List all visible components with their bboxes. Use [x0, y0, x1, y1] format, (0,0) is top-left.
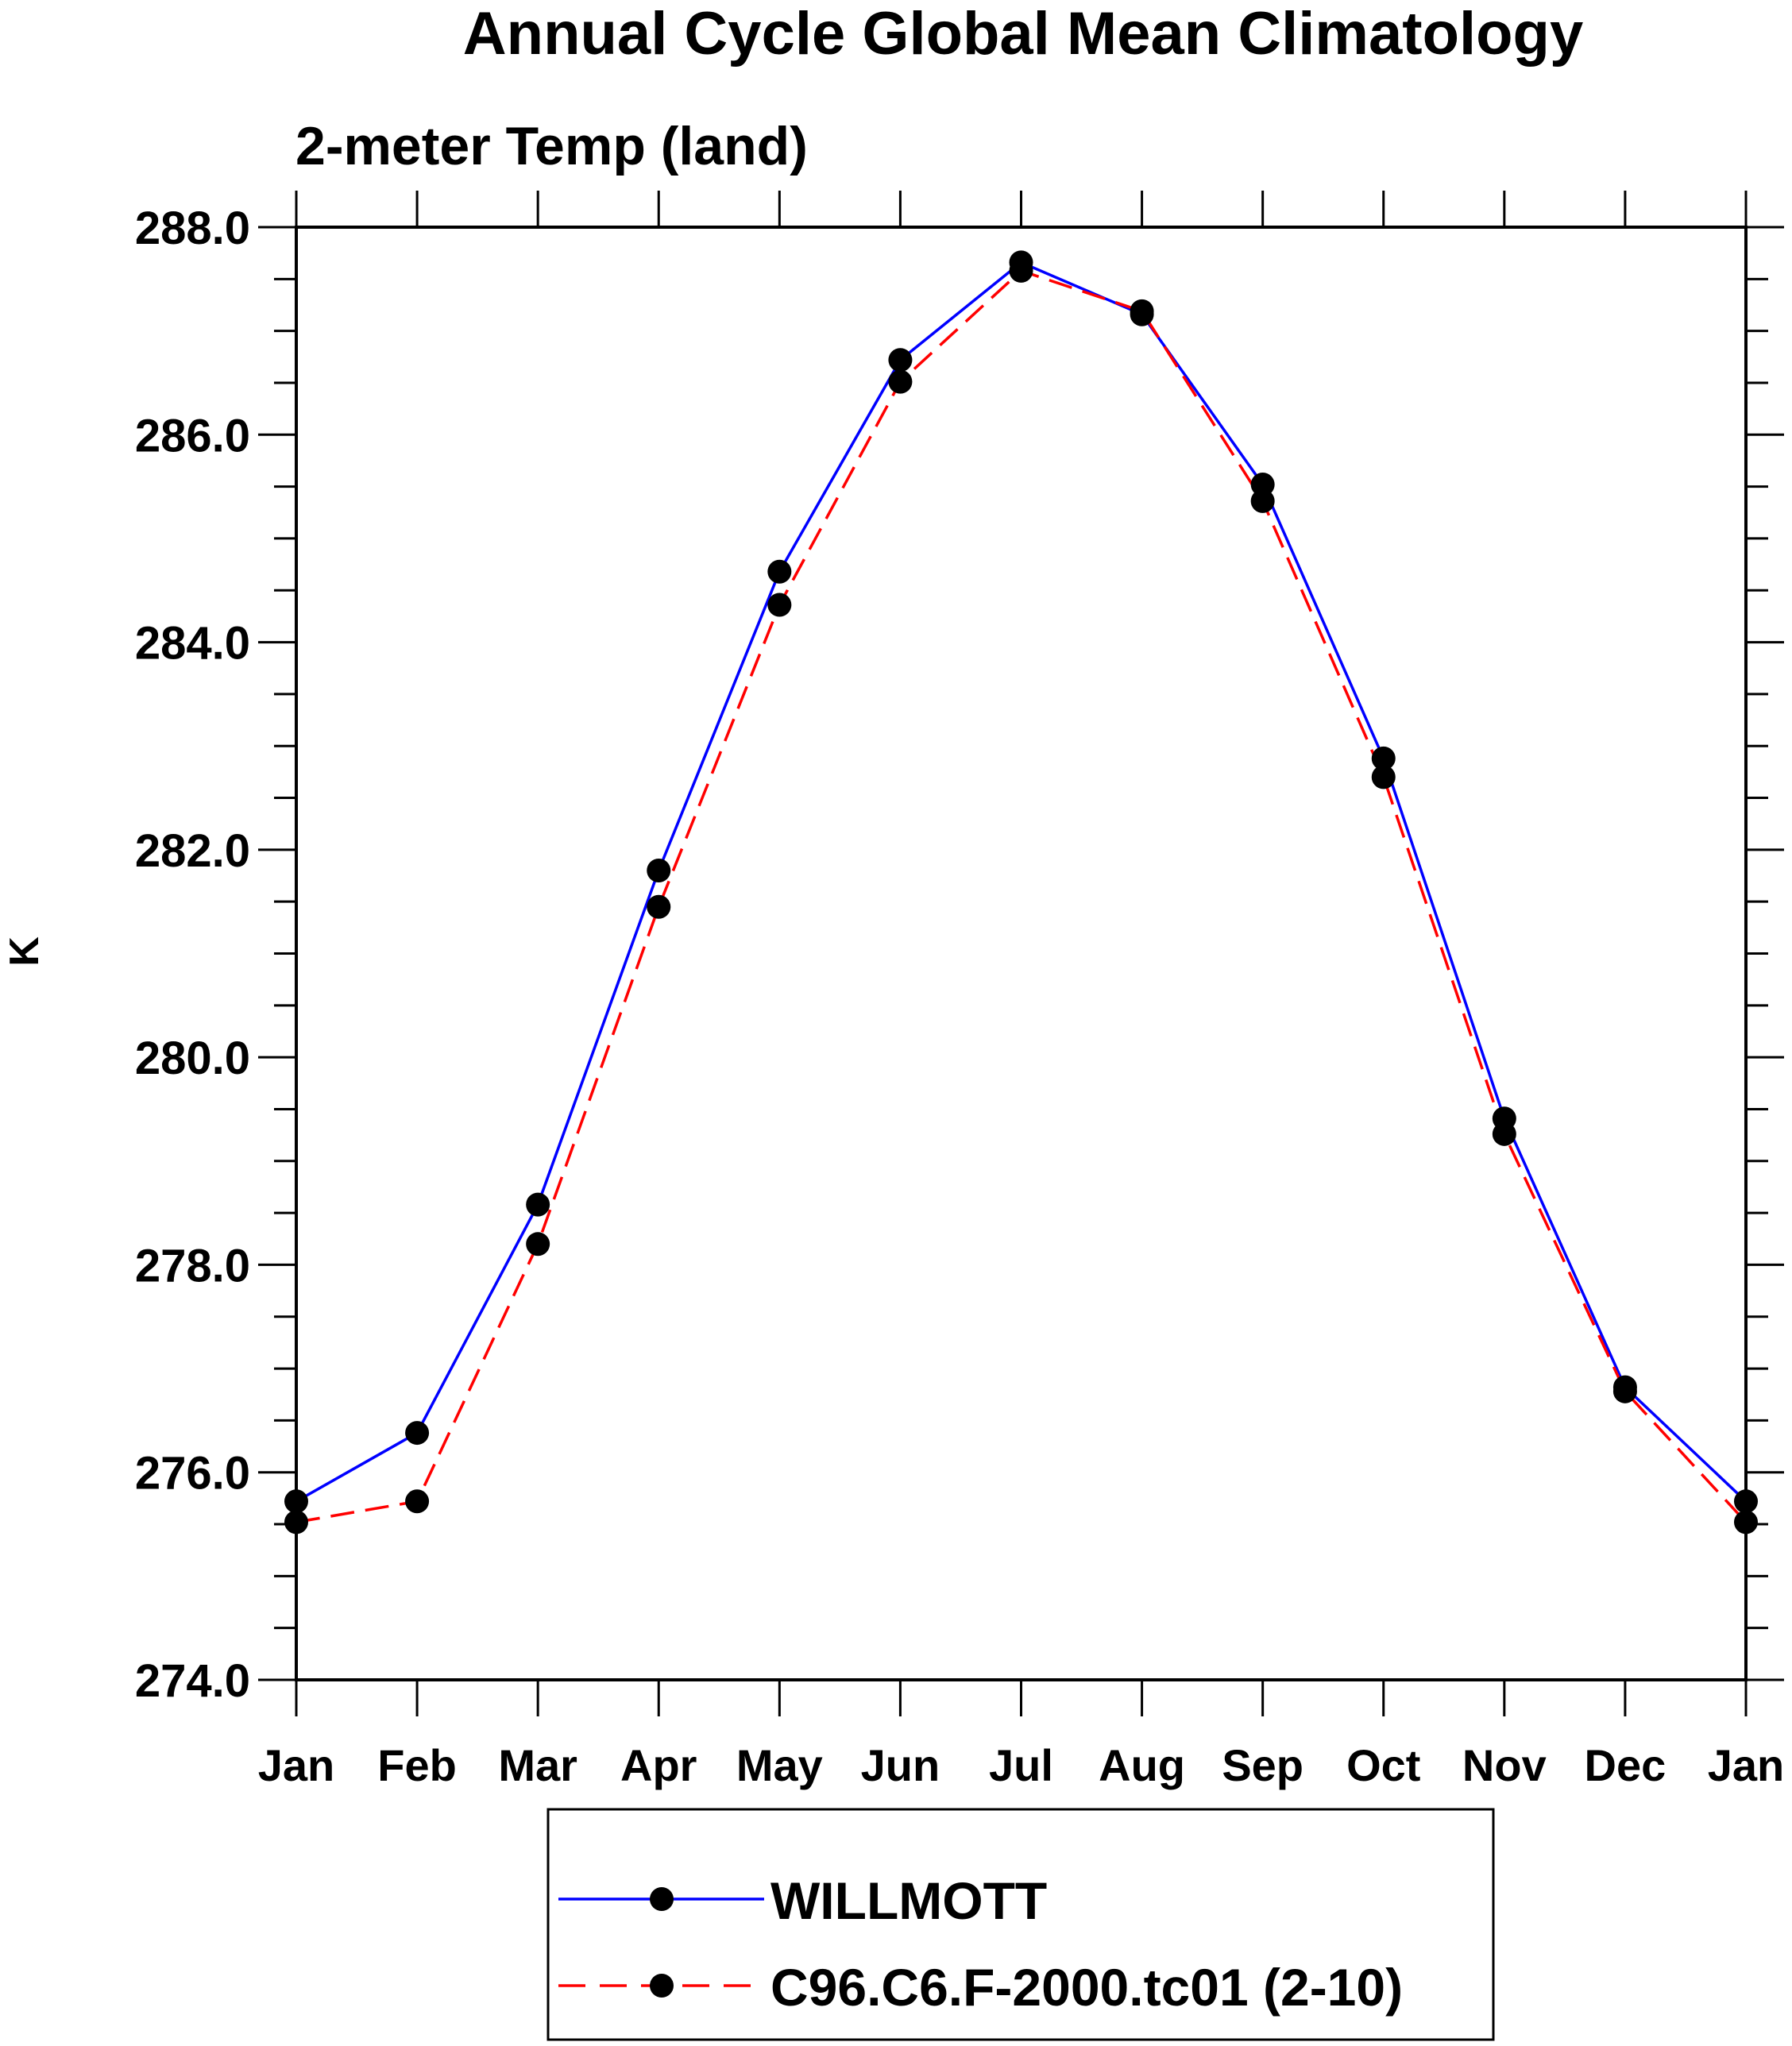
data-point-1 — [1250, 488, 1275, 513]
plot-frame — [295, 226, 1748, 1681]
data-point-0 — [767, 559, 792, 584]
axis-ticks: 274.0 276.0 278.0 280.0 282.0 284.0 286.0 288.0… — [135, 191, 1784, 1790]
data-point-1 — [1612, 1379, 1637, 1403]
chart-title: Annual Cycle Global Mean Climatology — [463, 0, 1583, 68]
x-tick-label: Apr — [620, 1740, 697, 1790]
x-tick-label: Jan — [1708, 1740, 1785, 1790]
data-point-0 — [888, 348, 913, 373]
x-tick-label: Oct — [1346, 1740, 1420, 1790]
x-tick-label: Dec — [1585, 1740, 1666, 1790]
x-tick-label: Feb — [377, 1740, 457, 1790]
data-point-0 — [405, 1421, 430, 1446]
y-tick-label: 286.0 — [135, 410, 250, 461]
y-tick-label: 282.0 — [135, 825, 250, 877]
x-tick-label: Sep — [1222, 1740, 1303, 1790]
legend-label-0: WILLMOTT — [770, 1871, 1047, 1930]
series-line-1 — [295, 268, 1748, 1524]
data-point-1 — [526, 1232, 550, 1257]
y-tick-label: 274.0 — [135, 1655, 250, 1707]
legend: WILLMOTT C96.C6.F-2000.tc01 (2-10) — [546, 1808, 1495, 2041]
x-tick-label: Mar — [498, 1740, 577, 1790]
legend-items: WILLMOTT C96.C6.F-2000.tc01 (2-10) — [558, 1871, 1403, 2017]
data-point-1 — [888, 369, 913, 394]
x-tick-label: Nov — [1462, 1740, 1547, 1790]
data-point-0 — [1371, 746, 1396, 770]
y-tick-label: 276.0 — [135, 1448, 250, 1500]
legend-marker-0 — [650, 1887, 674, 1911]
y-tick-label: 278.0 — [135, 1240, 250, 1291]
y-tick-label: 284.0 — [135, 618, 250, 670]
data-point-1 — [767, 593, 792, 617]
x-tick-label: Aug — [1099, 1740, 1185, 1790]
data-point-1 — [1009, 258, 1033, 283]
y-tick-label: 280.0 — [135, 1033, 250, 1084]
legend-label-1: C96.C6.F-2000.tc01 (2-10) — [770, 1958, 1403, 2017]
legend-box — [546, 1808, 1495, 2041]
series-line-0 — [295, 261, 1748, 1503]
data-point-0 — [526, 1192, 550, 1217]
data-point-0 — [1250, 472, 1275, 496]
data-point-1 — [1492, 1121, 1516, 1146]
data-point-1 — [647, 894, 671, 919]
x-tick-label: Jul — [989, 1740, 1053, 1790]
data-point-0 — [647, 858, 671, 882]
chart-subtitle: 2-meter Temp (land) — [295, 116, 808, 176]
x-tick-label: Jun — [861, 1740, 940, 1790]
data-point-1 — [1371, 765, 1396, 789]
legend-marker-1 — [650, 1974, 674, 1998]
data-point-1 — [405, 1489, 430, 1514]
x-tick-label: Jan — [258, 1740, 335, 1790]
data-series — [284, 250, 1758, 1534]
y-axis-label: K — [2, 936, 48, 967]
y-tick-label: 288.0 — [135, 203, 250, 254]
data-point-1 — [1130, 299, 1154, 323]
x-tick-label: May — [736, 1740, 823, 1790]
